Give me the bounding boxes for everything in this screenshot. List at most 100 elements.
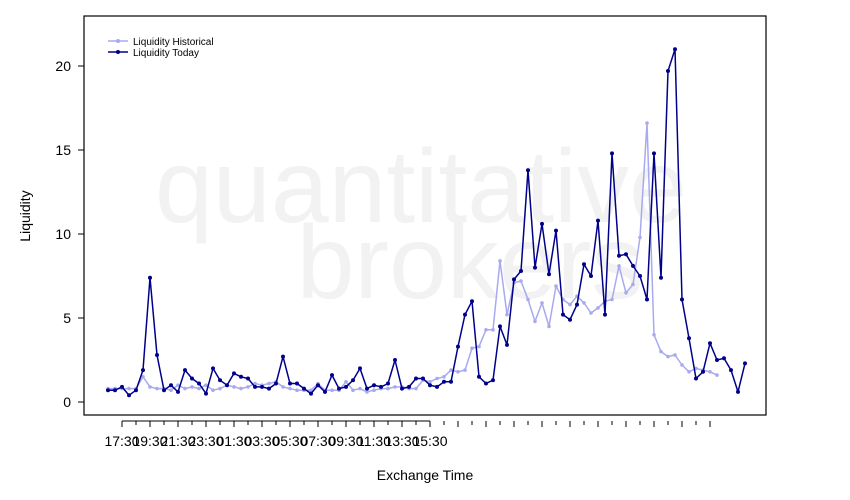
x-tick-label: 13:30: [384, 433, 419, 449]
data-point-today: [176, 389, 180, 394]
data-point-today: [155, 353, 159, 357]
data-point-today: [414, 376, 418, 381]
data-point-historical: [239, 386, 243, 391]
data-point-today: [309, 391, 313, 396]
data-point-historical: [414, 386, 418, 391]
data-point-today: [743, 361, 747, 366]
data-point-historical: [365, 390, 369, 394]
y-axis-title: Liquidity: [17, 190, 33, 241]
data-point-historical: [428, 380, 432, 384]
data-point-today: [141, 368, 145, 373]
data-point-historical: [463, 368, 467, 372]
data-point-historical: [659, 349, 663, 354]
data-point-historical: [477, 344, 481, 349]
data-point-today: [267, 386, 271, 391]
data-point-today: [449, 379, 453, 384]
data-point-historical: [708, 370, 712, 374]
data-point-historical: [449, 368, 453, 372]
data-point-today: [239, 374, 243, 379]
data-point-historical: [624, 291, 628, 295]
x-tick-label: 09:30: [328, 433, 363, 449]
data-point-today: [127, 393, 131, 398]
data-point-historical: [715, 373, 719, 377]
data-point-today: [302, 386, 306, 391]
legend: Liquidity Historical Liquidity Today: [108, 37, 214, 59]
data-point-historical: [568, 302, 572, 307]
data-point-today: [470, 299, 474, 304]
x-tick-label: 21:30: [160, 433, 195, 449]
data-point-today: [694, 376, 698, 381]
data-point-today: [337, 386, 341, 391]
data-point-historical: [554, 284, 558, 288]
data-point-today: [659, 275, 663, 280]
series-line-historical: [108, 122, 718, 393]
data-point-historical: [491, 328, 495, 332]
data-point-historical: [540, 301, 544, 305]
data-point-today: [134, 388, 138, 393]
data-point-today: [120, 384, 124, 389]
data-point-historical: [666, 354, 670, 359]
data-point-historical: [267, 381, 271, 386]
x-tick-label: 03:30: [244, 433, 279, 449]
data-point-today: [106, 388, 110, 393]
series-line-today: [108, 48, 746, 397]
data-point-today: [477, 374, 481, 379]
data-point-today: [512, 277, 516, 282]
data-point-today: [715, 358, 719, 362]
data-point-historical: [351, 388, 355, 393]
data-point-historical: [190, 385, 194, 389]
data-point-historical: [533, 319, 537, 324]
data-point-historical: [344, 380, 348, 384]
legend-today-label: Liquidity Today: [133, 48, 199, 59]
data-point-historical: [141, 375, 145, 379]
data-point-historical: [330, 388, 334, 393]
data-point-today: [729, 368, 733, 373]
data-point-today: [232, 371, 236, 376]
data-point-historical: [295, 388, 299, 393]
x-tick-label: 11:30: [357, 433, 391, 449]
x-axis-title: Exchange Time: [377, 467, 474, 483]
y-axis: 0 5 10 15 20: [55, 58, 84, 410]
data-point-historical: [358, 386, 362, 391]
data-point-today: [358, 366, 362, 371]
data-point-historical: [211, 388, 215, 393]
data-point-today: [169, 383, 173, 388]
series-today: [106, 47, 747, 398]
data-point-today: [456, 344, 460, 349]
data-point-today: [484, 381, 488, 386]
data-point-historical: [246, 385, 250, 389]
data-point-today: [610, 151, 614, 156]
data-point-today: [246, 376, 250, 381]
data-point-today: [162, 388, 166, 393]
data-point-today: [631, 263, 635, 268]
data-point-historical: [435, 376, 439, 381]
data-point-today: [211, 366, 215, 371]
data-point-historical: [169, 388, 173, 393]
data-point-historical: [673, 353, 677, 357]
data-point-today: [428, 383, 432, 388]
data-point-historical: [204, 383, 208, 388]
data-point-today: [421, 376, 425, 381]
data-point-historical: [582, 301, 586, 305]
data-point-historical: [687, 370, 691, 374]
x-tick-label: 07:30: [300, 433, 335, 449]
data-point-today: [372, 383, 376, 388]
data-point-today: [323, 389, 327, 394]
data-point-today: [274, 381, 278, 386]
data-point-historical: [617, 264, 621, 268]
data-point-today: [680, 297, 684, 302]
data-point-today: [624, 252, 628, 257]
data-point-historical: [547, 324, 551, 329]
data-point-today: [190, 376, 194, 381]
data-point-historical: [596, 306, 600, 310]
data-point-today: [701, 369, 705, 374]
legend-historical-label: Liquidity Historical: [133, 37, 214, 48]
data-point-today: [113, 388, 117, 393]
data-point-today: [281, 354, 285, 359]
data-point-today: [498, 324, 502, 329]
data-point-historical: [232, 385, 236, 389]
data-point-today: [617, 253, 621, 258]
data-point-historical: [148, 385, 152, 389]
data-point-today: [218, 378, 222, 383]
